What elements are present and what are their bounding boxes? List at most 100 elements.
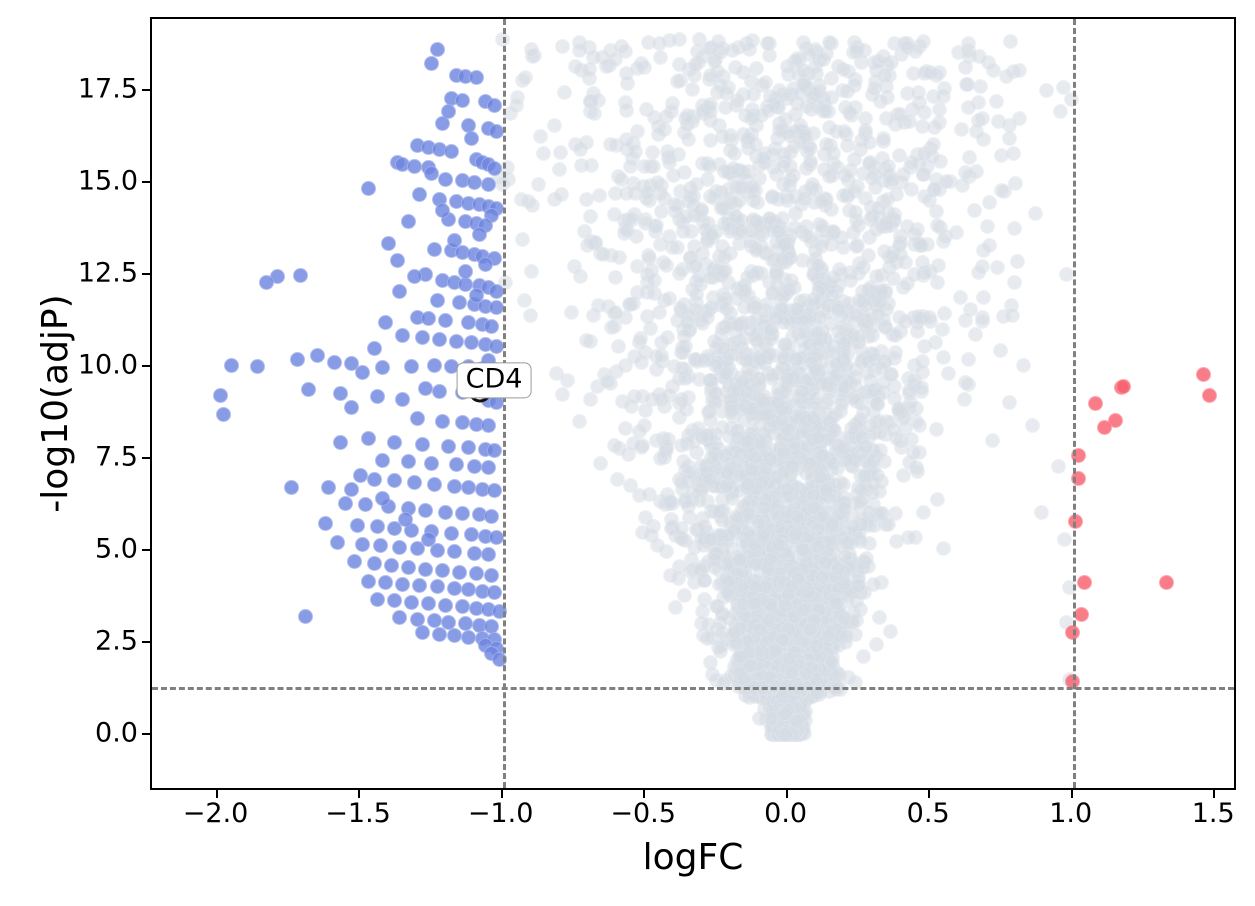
scatter-point [906, 266, 922, 282]
scatter-point [1001, 395, 1017, 411]
scatter-point [835, 440, 851, 456]
scatter-point [495, 32, 511, 48]
scatter-point [726, 145, 742, 161]
scatter-point [981, 195, 997, 211]
scatter-point [670, 571, 686, 587]
scatter-point [688, 445, 704, 461]
scatter-point [591, 188, 607, 204]
scatter-point [929, 492, 945, 508]
scatter-point [731, 192, 747, 208]
scatter-point [989, 94, 1005, 110]
scatter-point [1003, 34, 1019, 50]
scatter-point [775, 251, 791, 267]
scatter-point [614, 171, 630, 187]
scatter-point [1007, 175, 1023, 191]
scatter-point [673, 438, 689, 454]
scatter-point [839, 84, 855, 100]
scatter-point [860, 247, 876, 263]
scatter-point [936, 80, 952, 96]
scatter-point [959, 76, 975, 92]
scatter-point [736, 299, 752, 315]
scatter-point [818, 396, 834, 412]
scatter-point [794, 252, 810, 268]
scatter-point [661, 291, 677, 307]
scatter-point [805, 409, 821, 425]
scatter-point [961, 149, 977, 165]
scatter-point [1056, 79, 1072, 95]
scatter-point [555, 386, 571, 402]
scatter-point [713, 200, 729, 216]
scatter-point [522, 308, 538, 324]
scatter-point [905, 445, 921, 461]
scatter-point [828, 367, 844, 383]
scatter-point [961, 99, 977, 115]
scatter-point [801, 455, 817, 471]
scatter-point [669, 74, 685, 90]
scatter-point [689, 286, 705, 302]
scatter-point [659, 144, 675, 160]
scatter-point [676, 587, 692, 603]
scatter-point [651, 305, 667, 321]
scatter-point [830, 302, 846, 318]
scatter-point [975, 131, 991, 147]
scatter-point [1012, 110, 1028, 126]
scatter-point [581, 61, 597, 77]
scatter-point [555, 38, 571, 54]
scatter-point [746, 87, 762, 103]
scatter-point [692, 371, 708, 387]
scatter-point [915, 166, 931, 182]
scatter-point [836, 124, 852, 140]
scatter-point [821, 35, 837, 51]
scatter-point [877, 320, 893, 336]
scatter-point [680, 131, 696, 147]
scatter-point [578, 135, 594, 151]
scatter-point [1011, 63, 1027, 79]
scatter-point [728, 180, 744, 196]
scatter-point [742, 42, 758, 58]
scatter-point [699, 171, 715, 187]
scatter-point [810, 258, 826, 274]
scatter-point [912, 418, 928, 434]
scatter-point [851, 292, 867, 308]
scatter-point [725, 43, 741, 59]
scatter-point [788, 206, 804, 222]
scatter-point [775, 314, 791, 330]
scatter-point [993, 182, 1009, 198]
scatter-point [629, 123, 645, 139]
scatter-point [578, 191, 594, 207]
scatter-point [815, 51, 831, 67]
scatter-point [848, 675, 864, 691]
scatter-point [840, 535, 856, 551]
scatter-point [835, 61, 851, 77]
scatter-point [916, 145, 932, 161]
scatter-point [671, 266, 687, 282]
scatter-point [641, 250, 657, 266]
scatter-point [679, 402, 695, 418]
scatter-point [618, 420, 634, 436]
scatter-point [931, 115, 947, 131]
scatter-point [742, 321, 758, 337]
scatter-point [752, 170, 768, 186]
scatter-point [552, 144, 568, 160]
scatter-point [966, 202, 982, 218]
scatter-point [582, 391, 598, 407]
scatter-point [929, 421, 945, 437]
scatter-point [1004, 307, 1020, 323]
scatter-point [840, 346, 856, 362]
scatter-point [619, 102, 635, 118]
scatter-point [666, 168, 682, 184]
scatter-point [659, 329, 675, 345]
scatter-point [764, 188, 780, 204]
plot-area: CD4 [150, 17, 1236, 790]
scatter-point [899, 39, 915, 55]
scatter-point [621, 297, 637, 313]
scatter-point [901, 113, 917, 129]
scatter-point [870, 467, 886, 483]
scatter-point [764, 367, 780, 383]
scatter-point [866, 576, 882, 592]
scatter-point [553, 187, 569, 203]
scatter-point [623, 159, 639, 175]
scatter-point [913, 238, 929, 254]
scatter-point [770, 223, 786, 239]
scatter-point [1001, 131, 1017, 147]
